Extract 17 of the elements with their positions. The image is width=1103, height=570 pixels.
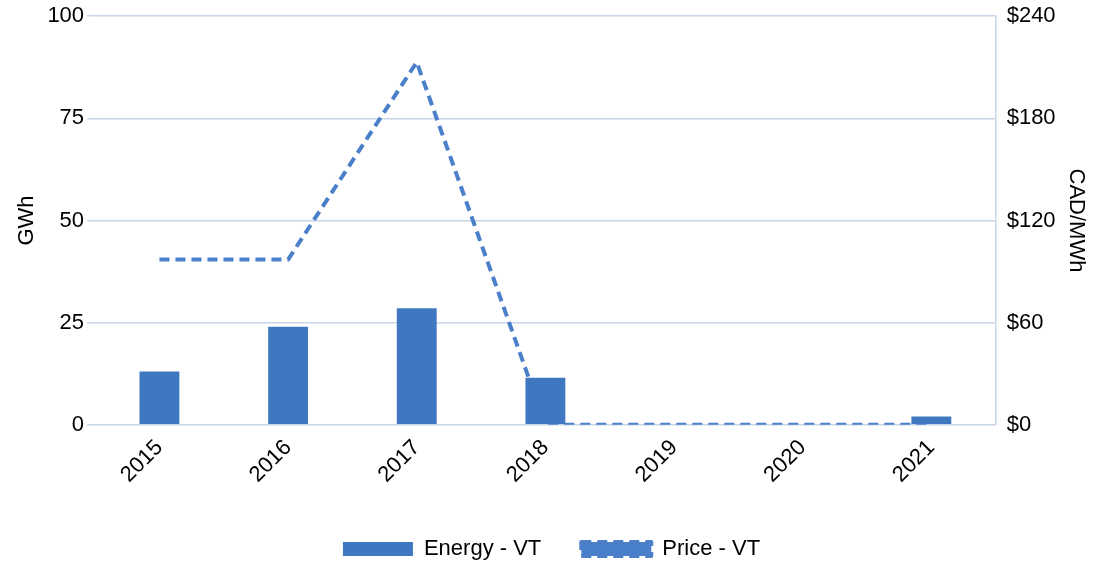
y2-tick-label: $60 bbox=[1006, 308, 1044, 334]
y2-tick-label: $180 bbox=[1006, 104, 1056, 130]
y2-tick-label: $240 bbox=[1006, 2, 1056, 28]
bar bbox=[396, 308, 437, 424]
y-tick-label: 100 bbox=[47, 2, 85, 28]
y-tick-label: 25 bbox=[59, 308, 85, 334]
y-tick-label: 0 bbox=[71, 410, 85, 436]
y-tick-label: 50 bbox=[59, 206, 85, 232]
y2-axis-title: CAD/MWh bbox=[1064, 168, 1090, 273]
y2-tick-label: $0 bbox=[1006, 410, 1032, 436]
legend-label: Price - VT bbox=[662, 535, 761, 561]
y-axis-title: GWh bbox=[13, 195, 39, 246]
y-tick-label: 75 bbox=[59, 104, 85, 130]
legend-label: Energy - VT bbox=[423, 535, 542, 561]
bar bbox=[268, 326, 309, 424]
bar bbox=[139, 371, 180, 424]
y2-tick-label: $120 bbox=[1006, 206, 1056, 232]
